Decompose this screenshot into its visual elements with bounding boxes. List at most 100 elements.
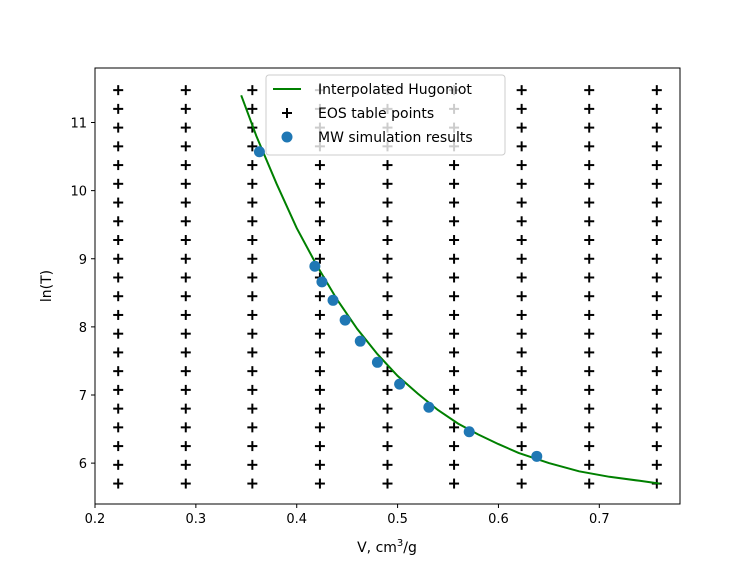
eos-point	[382, 216, 393, 227]
eos-point	[382, 160, 393, 171]
eos-point	[247, 160, 258, 171]
legend: Interpolated Hugoniot EOS table points M…	[265, 74, 506, 156]
eos-point	[382, 309, 393, 320]
eos-point	[314, 403, 325, 414]
eos-point	[247, 441, 258, 452]
eos-point	[584, 291, 595, 302]
mw-point	[394, 378, 406, 390]
eos-point	[113, 103, 124, 114]
eos-point	[113, 347, 124, 358]
eos-point	[247, 478, 258, 489]
eos-point	[584, 459, 595, 470]
eos-point	[516, 291, 527, 302]
eos-point	[113, 384, 124, 395]
eos-point	[314, 216, 325, 227]
eos-point	[113, 459, 124, 470]
eos-point	[516, 216, 527, 227]
eos-point	[584, 272, 595, 283]
eos-point	[584, 441, 595, 452]
eos-point	[247, 141, 258, 152]
y-axis-label: ln(T)	[39, 270, 55, 302]
eos-point	[516, 160, 527, 171]
eos-point	[449, 478, 460, 489]
eos-point	[449, 309, 460, 320]
x-axis-label: V, cm3/g	[357, 538, 417, 556]
eos-point	[584, 478, 595, 489]
eos-point	[382, 272, 393, 283]
eos-point	[516, 85, 527, 96]
mw-point	[371, 356, 383, 368]
eos-point	[584, 197, 595, 208]
eos-point	[247, 403, 258, 414]
eos-point	[247, 347, 258, 358]
eos-point	[113, 216, 124, 227]
eos-point	[247, 422, 258, 433]
eos-point	[113, 253, 124, 264]
eos-point	[651, 235, 662, 246]
eos-point	[651, 441, 662, 452]
eos-point	[314, 441, 325, 452]
x-axis-label-main: V, cm	[357, 540, 397, 556]
eos-point	[180, 366, 191, 377]
eos-point	[651, 122, 662, 133]
eos-point	[180, 216, 191, 227]
eos-point	[449, 216, 460, 227]
eos-point	[247, 272, 258, 283]
eos-point	[382, 291, 393, 302]
eos-point	[180, 122, 191, 133]
legend-label-eos: EOS table points	[318, 106, 434, 122]
mw-point	[463, 426, 475, 438]
eos-point	[180, 441, 191, 452]
eos-point	[382, 384, 393, 395]
eos-point	[449, 178, 460, 189]
y-tick-label: 6	[79, 457, 87, 472]
eos-point	[382, 366, 393, 377]
eos-point	[113, 122, 124, 133]
eos-point	[180, 141, 191, 152]
plot-frame	[94, 67, 681, 505]
eos-point	[584, 103, 595, 114]
eos-point	[651, 253, 662, 264]
eos-point	[584, 85, 595, 96]
eos-point	[180, 235, 191, 246]
eos-point	[180, 328, 191, 339]
eos-point	[314, 328, 325, 339]
eos-point	[449, 441, 460, 452]
eos-point	[113, 272, 124, 283]
eos-point	[651, 403, 662, 414]
eos-point	[314, 384, 325, 395]
eos-point	[382, 197, 393, 208]
y-tick-label: 7	[79, 389, 87, 404]
mw-point	[531, 450, 543, 462]
mw-point	[354, 335, 366, 347]
eos-point	[247, 85, 258, 96]
eos-point	[180, 85, 191, 96]
eos-point	[516, 459, 527, 470]
legend-plus-swatch	[282, 108, 292, 118]
eos-point	[180, 197, 191, 208]
legend-box	[265, 74, 506, 156]
eos-point	[516, 122, 527, 133]
eos-point	[113, 441, 124, 452]
eos-point	[651, 366, 662, 377]
eos-point	[247, 291, 258, 302]
eos-point	[247, 253, 258, 264]
x-axis-label-superscript: 3	[397, 538, 403, 549]
eos-point	[314, 253, 325, 264]
eos-point	[113, 85, 124, 96]
eos-point	[247, 103, 258, 114]
eos-point	[584, 122, 595, 133]
eos-point	[651, 103, 662, 114]
eos-point	[180, 253, 191, 264]
eos-point	[651, 216, 662, 227]
eos-point	[449, 235, 460, 246]
eos-point	[382, 403, 393, 414]
y-tick-label: 9	[79, 253, 87, 268]
eos-point	[314, 478, 325, 489]
eos-point	[516, 347, 527, 358]
x-tick-label: 0.6	[488, 512, 509, 527]
eos-point	[651, 178, 662, 189]
eos-point	[113, 309, 124, 320]
eos-point	[113, 291, 124, 302]
mw-point	[423, 401, 435, 413]
